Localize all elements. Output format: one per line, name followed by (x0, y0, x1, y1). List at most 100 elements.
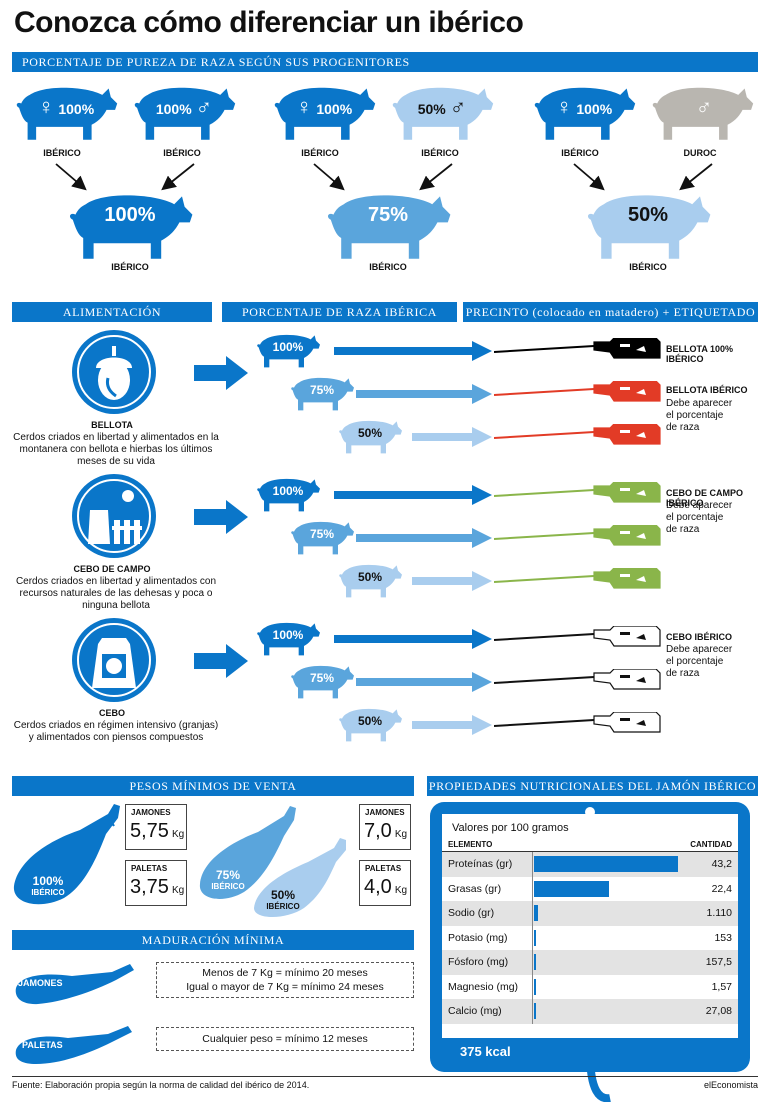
breed-pig-75%: 75% (284, 661, 360, 701)
breed-pig-100%: 100% (250, 330, 326, 370)
row-arrow-icon (334, 341, 492, 361)
row-arrow-icon (356, 384, 492, 404)
row-arrow-icon (334, 629, 492, 649)
col-cantidad: CANTIDAD (690, 840, 732, 849)
nutrient-bar-cell (532, 901, 683, 926)
breed-pct: 75% (309, 527, 335, 541)
nutricion-header: PROPIEDADES NUTRICIONALES DEL JAMÓN IBÉR… (427, 776, 758, 796)
female-pct: 100% (576, 101, 613, 117)
nutricion-subtitle: Valores por 100 gramos (452, 822, 569, 834)
footer-rule (12, 1076, 758, 1077)
nutrient-row: Calcio (mg) 27,08 (442, 999, 738, 1024)
porcentaje-header: PORCENTAJE DE RAZA IBÉRICA (222, 302, 457, 322)
acorn-icon (72, 330, 156, 414)
nutrient-bar (534, 856, 678, 873)
tag-name-secondary: BELLOTA IBÉRICO (666, 385, 748, 395)
ham-75-sub: IBÉRICO (211, 882, 245, 891)
parent-arrows (530, 160, 756, 196)
nutrient-bar (534, 929, 536, 946)
seal-tag-icon (493, 625, 662, 652)
nutrient-row: Potasio (mg) 153 (442, 925, 738, 950)
breed-pig-75%: 75% (284, 517, 360, 557)
seal-tag-icon (493, 567, 662, 594)
jamones-mad-label: JAMONES (18, 978, 63, 988)
nutrient-bar (534, 1003, 536, 1020)
ham-100-label: 100% (32, 874, 64, 888)
tag-note: Debe aparecer el porcentaje de raza (666, 644, 733, 679)
child-label: IBÉRICO (111, 262, 149, 272)
paletas-value-right: 4,0 (364, 876, 392, 898)
male-pig-1: 100% ♂ (130, 80, 238, 144)
jamones-value: 5,75 (130, 820, 169, 842)
jamones-value-right: 7,0 (364, 820, 392, 842)
paletas-mad-line: Cualquier peso = mínimo 12 meses (202, 1033, 368, 1045)
jamon-icon (12, 958, 137, 1010)
male-symbol: ♂ (195, 94, 213, 119)
ham-75-label: 75% (215, 868, 241, 882)
row-arrow-icon (412, 427, 492, 447)
jamones-unit: Kg (171, 829, 185, 840)
female-symbol: ♀ (295, 94, 313, 119)
child-pig-3: 50% (578, 186, 718, 264)
ham-icons-75-50 (196, 800, 356, 920)
nutrient-bar-cell (532, 950, 683, 975)
precinto-header: PRECINTO (colocado en matadero) + ETIQUE… (463, 302, 758, 322)
paletas-maduracion: Cualquier peso = mínimo 12 meses (156, 1027, 414, 1051)
female-pct: 100% (316, 101, 353, 117)
breed-pct: 50% (357, 426, 383, 440)
nutrient-row: Magnesio (mg) 1,57 (442, 974, 738, 999)
parent-arrows (270, 160, 496, 196)
big-arrow-icon (194, 356, 248, 390)
row-arrow-icon (356, 528, 492, 548)
jamones-box-left: JAMONES 5,75 Kg (125, 804, 187, 850)
paletas-mad-label: PALETAS (22, 1040, 63, 1050)
nutrient-bar-cell (532, 852, 683, 877)
tag-note: Debe aparecer el porcentaje de raza (666, 500, 733, 535)
category-name: BELLOTA (91, 420, 133, 430)
seal-tag-icon (493, 337, 662, 364)
nutrient-value: 157,5 (683, 950, 738, 975)
female-pct: 100% (58, 101, 95, 117)
nutrient-bar-cell (532, 974, 683, 999)
female-pig-1: ♀ 100% (12, 80, 120, 144)
child-pig-1: 100% (60, 186, 200, 264)
tag-name-primary: BELLOTA 100% IBÉRICO (666, 344, 734, 364)
kcal-label: 375 kcal (460, 1044, 511, 1059)
paletas-box-right: PALETAS 4,0 Kg (359, 860, 411, 906)
jamones-title-right: JAMONES (365, 808, 405, 817)
seal-tag-icon (493, 524, 662, 551)
male-label: IBÉRICO (163, 148, 201, 158)
female-pig-2: ♀ 100% (270, 80, 378, 144)
category-desc: Cerdos criados en libertad y alimentados… (13, 432, 219, 467)
child-label: IBÉRICO (369, 262, 407, 272)
tag-name-primary: CEBO IBÉRICO (666, 632, 733, 642)
male-label: DUROC (683, 148, 717, 158)
male-symbol: ♂ (449, 94, 467, 119)
maduracion-header: MADURACIÓN MÍNIMA (12, 930, 414, 950)
child-label: IBÉRICO (629, 262, 667, 272)
big-arrow-icon (194, 500, 248, 534)
breed-pct: 50% (357, 714, 383, 728)
nutrient-value: 1,57 (711, 980, 732, 993)
category-desc: Cerdos criados en régimen intensivo (gra… (13, 720, 219, 743)
seal-tag-icon (493, 711, 662, 738)
tag-name-primary: CEBO DE CAMPO IBÉRICO (666, 488, 744, 508)
nutrient-name: Calcio (mg) (442, 999, 533, 1024)
breed-pig-50%: 50% (332, 704, 408, 744)
child-pct: 75% (367, 204, 409, 226)
ham-icon-100 (10, 800, 130, 910)
breed-pig-100%: 100% (250, 618, 326, 658)
male-pct: 100% (155, 101, 192, 117)
seal-tag-icon (493, 481, 662, 508)
nutrient-value: 22,4 (711, 882, 732, 895)
ham-100-sub: IBÉRICO (31, 888, 65, 897)
female-symbol: ♀ (555, 94, 573, 119)
female-pig-3: ♀ 100% (530, 80, 638, 144)
category-name: CEBO DE CAMPO (73, 564, 151, 574)
breed-pig-50%: 50% (332, 560, 408, 600)
child-pct: 50% (627, 204, 669, 226)
nutricion-panel: Valores por 100 gramos ELEMENTO CANTIDAD… (442, 814, 738, 1038)
footer-source: Fuente: Elaboración propia según la norm… (12, 1080, 310, 1090)
paletas-unit: Kg (171, 885, 185, 896)
nutrient-bar (534, 954, 536, 971)
